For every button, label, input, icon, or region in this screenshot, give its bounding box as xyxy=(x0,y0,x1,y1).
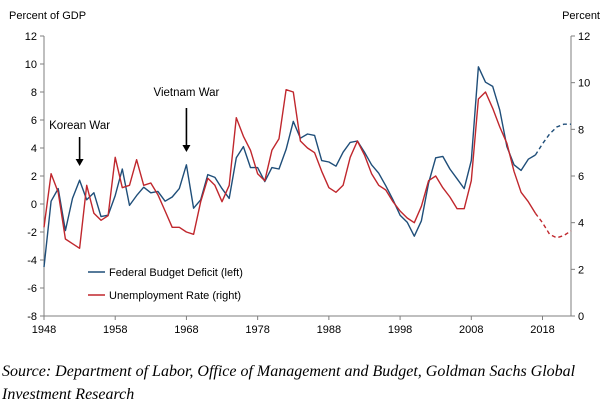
annotations: Korean War Vietnam War xyxy=(49,87,220,166)
deficit-projection-line xyxy=(534,123,571,156)
right-tick-label: 0 xyxy=(578,311,584,323)
right-tick-label: 12 xyxy=(578,31,590,43)
right-tick-label: 4 xyxy=(578,218,584,230)
left-tick-label: 12 xyxy=(25,31,37,43)
legend-label-deficit: Federal Budget Deficit (left) xyxy=(109,267,243,279)
left-tick-label: 6 xyxy=(31,115,37,127)
legend: Federal Budget Deficit (left) Unemploymen… xyxy=(88,267,243,302)
left-tick-label: -6 xyxy=(27,283,37,295)
vietnam-war-arrowhead xyxy=(182,145,191,152)
legend-label-unemployment: Unemployment Rate (right) xyxy=(109,290,241,302)
left-axis-title: Percent of GDP xyxy=(9,10,86,22)
left-tick-label: -4 xyxy=(27,255,37,267)
right-tick-label: 2 xyxy=(578,264,584,276)
left-tick-label: 0 xyxy=(31,199,37,211)
left-tick-label: 8 xyxy=(31,87,37,99)
x-tick-label: 1948 xyxy=(32,324,56,336)
left-tick-label: -8 xyxy=(27,311,37,323)
chart: Percent of GDP Percent -8 -6 -4 -2 0 2 4 6 8 10 12… xyxy=(9,10,600,336)
x-tick-label: 1998 xyxy=(388,324,412,336)
left-tick-label: 10 xyxy=(25,59,37,71)
right-tick-label: 6 xyxy=(578,171,584,183)
x-tick-label: 1958 xyxy=(103,324,127,336)
left-axis: -8 -6 -4 -2 0 2 4 6 8 10 12 xyxy=(25,31,44,323)
x-tick-label: 2018 xyxy=(530,324,554,336)
left-tick-label: 4 xyxy=(31,143,37,155)
left-tick-label: -2 xyxy=(27,227,37,239)
unemployment-series-line xyxy=(43,88,536,250)
series-layer xyxy=(43,66,572,268)
x-tick-label: 1988 xyxy=(317,324,341,336)
right-tick-label: 10 xyxy=(578,78,590,90)
korean-war-arrowhead xyxy=(75,159,84,166)
korean-war-label: Korean War xyxy=(49,120,110,132)
x-tick-label: 2008 xyxy=(459,324,483,336)
unemployment-projection-line xyxy=(534,212,572,239)
left-tick-label: 2 xyxy=(31,171,37,183)
x-tick-label: 1978 xyxy=(245,324,269,336)
x-tick-label: 1968 xyxy=(174,324,198,336)
vietnam-war-label: Vietnam War xyxy=(154,87,220,99)
right-tick-label: 8 xyxy=(578,124,584,136)
x-axis: 1948 1958 1968 1978 1988 1998 2008 2018 xyxy=(32,316,555,336)
right-axis-title: Percent xyxy=(562,10,600,22)
right-axis: 0 2 4 6 8 10 12 xyxy=(571,31,590,323)
source-note: Source: Department of Labor, Office of M… xyxy=(2,363,576,403)
